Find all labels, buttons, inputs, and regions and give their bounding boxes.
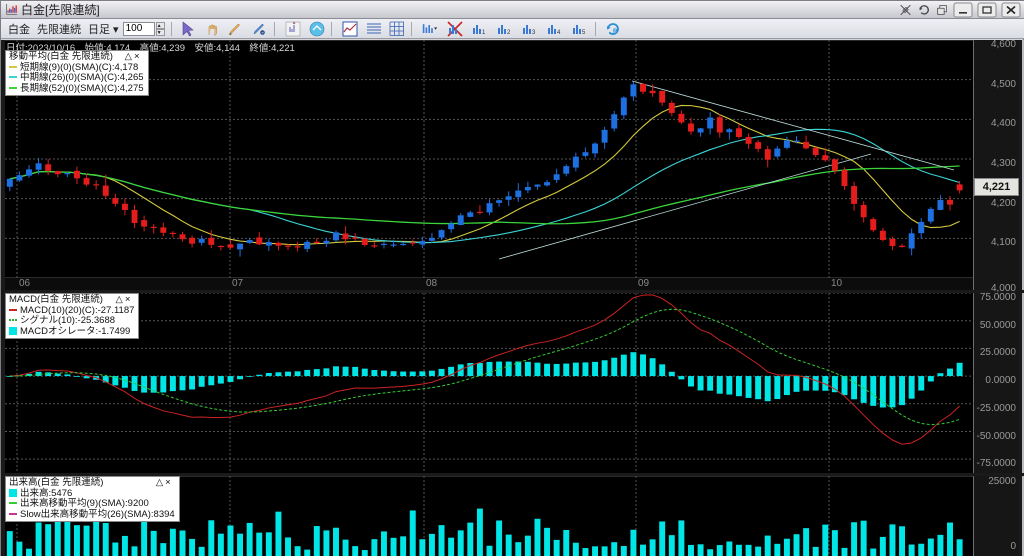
svg-text:5: 5 [582, 30, 586, 36]
svg-text:R: R [613, 29, 618, 35]
svg-text:2: 2 [507, 30, 511, 36]
svg-text:1: 1 [482, 30, 486, 36]
svg-text:3: 3 [532, 30, 536, 36]
svg-text:4: 4 [557, 30, 561, 36]
